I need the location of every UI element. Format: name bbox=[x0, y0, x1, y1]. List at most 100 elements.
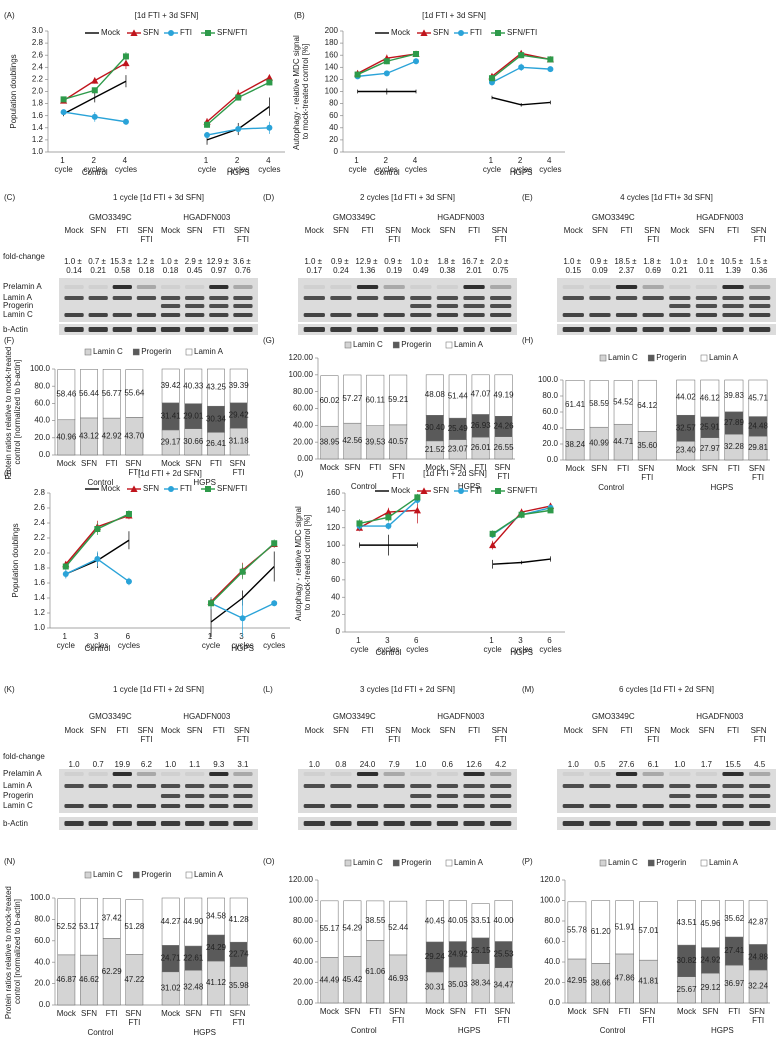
text-line: cycles bbox=[510, 165, 532, 174]
blot-band bbox=[88, 821, 108, 826]
x-tick-label: SFN bbox=[591, 464, 607, 473]
fold-change-value: 12.9 ± 1.36 bbox=[355, 257, 379, 275]
group-label: HGPS bbox=[193, 1028, 216, 1037]
series-line bbox=[206, 81, 270, 126]
group-label: HGPS bbox=[458, 482, 481, 491]
lane-label: SFN FTI bbox=[234, 726, 252, 744]
blot-band bbox=[160, 313, 181, 317]
text-line: 2 bbox=[91, 156, 98, 165]
lane-label: FTI bbox=[116, 726, 128, 735]
legend-label: Progerin bbox=[401, 340, 431, 349]
blot-band bbox=[185, 821, 205, 826]
value-label: 35.03 bbox=[448, 980, 469, 989]
y-tick-label: 20 bbox=[331, 610, 340, 619]
x-tick-label: 2 cycles bbox=[227, 156, 249, 174]
lane-label: SFN bbox=[187, 726, 203, 735]
x-tick-label: SFN FTI bbox=[389, 463, 407, 481]
text-line: FTI bbox=[495, 735, 507, 744]
row-label: Prelamin A bbox=[3, 769, 42, 778]
bar-segment bbox=[57, 369, 76, 421]
text-line: 0.15 bbox=[566, 266, 582, 275]
blot-band bbox=[562, 296, 584, 300]
text-line: cycles bbox=[84, 165, 106, 174]
group-label: Control bbox=[87, 1028, 113, 1037]
blot-band bbox=[330, 804, 352, 808]
text-line: cycles bbox=[86, 641, 108, 650]
blot-band bbox=[209, 772, 229, 776]
blot-band bbox=[436, 804, 459, 808]
legend-label: Mock bbox=[101, 484, 121, 493]
x-tick-label: SFN FTI bbox=[494, 463, 512, 481]
lane-label: SFN bbox=[439, 226, 455, 235]
point bbox=[60, 96, 67, 103]
fold-change-value: 2.9 ± 0.45 bbox=[185, 257, 205, 275]
text-line: 1 bbox=[204, 156, 211, 165]
blot-band bbox=[436, 784, 459, 788]
text-line: Autophagy - relative MDC signal bbox=[292, 33, 301, 150]
blot-band bbox=[695, 821, 718, 826]
value-label: 32.24 bbox=[748, 982, 769, 991]
value-label: 41.12 bbox=[206, 978, 227, 987]
value-label: 44.90 bbox=[183, 917, 204, 926]
text-line: FTI bbox=[752, 473, 764, 482]
bar-segment bbox=[80, 369, 98, 419]
bar-segment bbox=[448, 900, 467, 942]
y-tick-label: 20.0 bbox=[34, 979, 50, 988]
text-line: SFN bbox=[389, 463, 407, 472]
bar-segment bbox=[448, 374, 467, 419]
fold-change-value: 6.1 bbox=[648, 760, 660, 769]
panel-label: (M) bbox=[522, 685, 534, 694]
blot-band bbox=[303, 772, 325, 776]
x-tick-label: SFN bbox=[344, 1007, 360, 1016]
blot-band bbox=[615, 313, 638, 317]
x-tick-label: FTI bbox=[369, 1007, 381, 1016]
row-label: Lamin C bbox=[3, 310, 33, 319]
legend-swatch bbox=[185, 871, 193, 879]
point bbox=[383, 70, 390, 77]
value-label: 26.55 bbox=[494, 443, 515, 452]
fold-change-value: 3.6 ± 0.76 bbox=[233, 257, 253, 275]
fold-change-value: 1.2 ± 0.18 bbox=[136, 257, 156, 275]
blot-band bbox=[669, 327, 691, 332]
text-line: 1.0 ± bbox=[304, 257, 324, 266]
group-label: HGPS bbox=[458, 1026, 481, 1035]
y-tick-label: 2.6 bbox=[32, 50, 44, 59]
blot-band bbox=[160, 784, 181, 788]
legend-marker bbox=[458, 488, 464, 494]
text-line: 0.21 bbox=[672, 266, 688, 275]
fold-change-value: 0.7 ± 0.21 bbox=[88, 257, 108, 275]
blot-band bbox=[695, 285, 718, 289]
bar-segment bbox=[207, 368, 225, 407]
value-label: 24.92 bbox=[448, 949, 469, 958]
group-label: HGPS bbox=[510, 168, 533, 177]
legend-swatch bbox=[84, 871, 92, 879]
point bbox=[265, 73, 274, 81]
y-tick-label: 1.4 bbox=[34, 593, 46, 602]
blot-band bbox=[303, 327, 325, 332]
value-label: 21.52 bbox=[425, 445, 446, 454]
x-tick-label: FTI bbox=[728, 1007, 740, 1016]
value-label: 43.51 bbox=[677, 918, 698, 927]
y-tick-label: 60 bbox=[329, 111, 338, 120]
y-tick-label: 100.0 bbox=[30, 364, 51, 373]
legend-label: Lamin A bbox=[194, 347, 224, 356]
point bbox=[94, 526, 101, 532]
x-tick-label: SFN bbox=[344, 463, 360, 472]
text-line: cycles bbox=[376, 165, 398, 174]
text-line: SFN bbox=[234, 726, 252, 735]
point bbox=[413, 50, 420, 57]
group-label: HGPS bbox=[510, 648, 533, 657]
y-tick-label: 20.00 bbox=[293, 437, 314, 446]
text-line: FTI bbox=[237, 735, 249, 744]
blot-band bbox=[749, 296, 771, 300]
legend-label: SFN bbox=[433, 28, 449, 37]
value-label: 43.70 bbox=[124, 431, 145, 440]
value-label: 38.55 bbox=[365, 916, 386, 925]
text-line: FTI bbox=[140, 235, 152, 244]
blot-band bbox=[185, 313, 205, 317]
text-line: SFN bbox=[644, 226, 662, 235]
blot-band bbox=[64, 772, 84, 776]
blot-band bbox=[562, 285, 584, 289]
fold-change-value: 0.9 ± 0.09 bbox=[590, 257, 610, 275]
y-tick-label: 1.4 bbox=[32, 123, 44, 132]
